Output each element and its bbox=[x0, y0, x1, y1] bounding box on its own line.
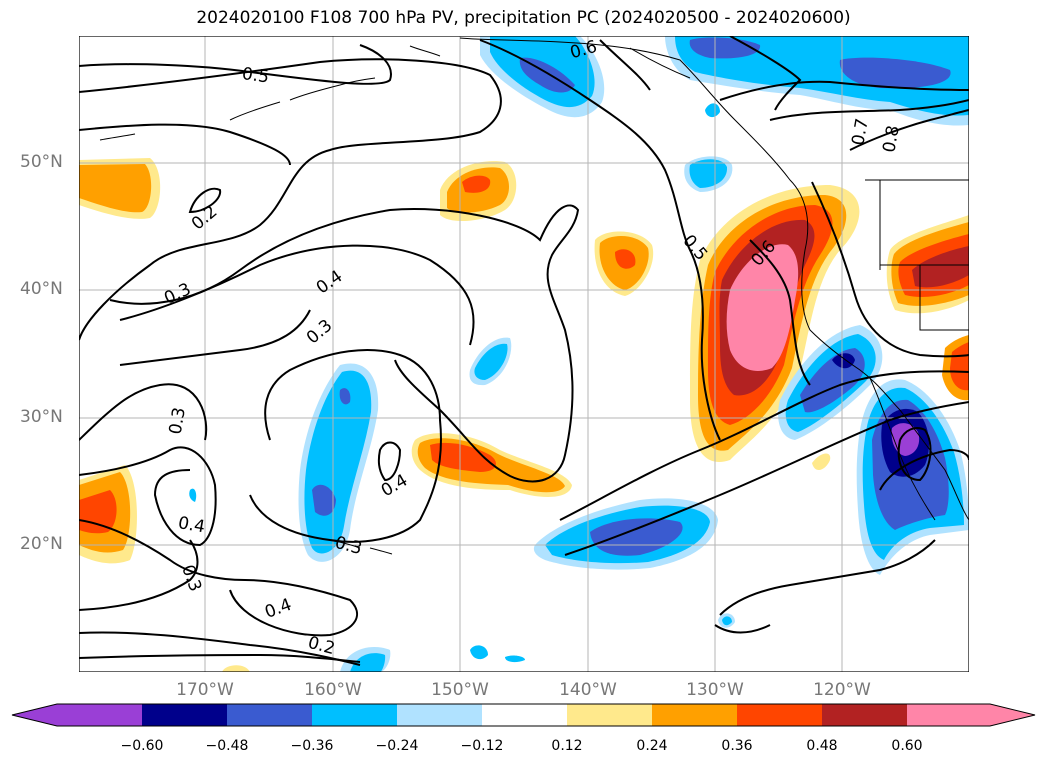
contour-label: 0.8 bbox=[879, 124, 903, 154]
lon-label: 150°W bbox=[431, 680, 489, 700]
colorbar-tick: −0.36 bbox=[290, 738, 334, 754]
colorbar-swatch bbox=[12, 704, 142, 726]
gridlines bbox=[79, 36, 969, 672]
lat-label: 30°N bbox=[20, 407, 63, 427]
colorbar-swatch bbox=[737, 704, 822, 726]
colorbar-swatch bbox=[482, 704, 567, 726]
contour-label: 0.4 bbox=[176, 513, 206, 537]
colorbar-swatch bbox=[907, 704, 1035, 726]
lon-label: 170°W bbox=[176, 680, 234, 700]
colorbar-tick: 0.24 bbox=[636, 738, 668, 754]
lon-label: 130°W bbox=[686, 680, 744, 700]
lon-label: 120°W bbox=[813, 680, 871, 700]
colorbar-tick: −0.12 bbox=[460, 738, 504, 754]
colorbar-tick: 0.36 bbox=[721, 738, 753, 754]
colorbar-tick: 0.60 bbox=[891, 738, 923, 754]
lat-label: 40°N bbox=[20, 279, 63, 299]
lon-label: 160°W bbox=[304, 680, 362, 700]
pv-contours bbox=[79, 36, 969, 666]
colorbar-swatch bbox=[822, 704, 907, 726]
colorbar-tick: 0.48 bbox=[806, 738, 838, 754]
colorbar-swatch bbox=[567, 704, 652, 726]
contour-label: 0.7 bbox=[848, 117, 872, 147]
colorbar-tick: 0.12 bbox=[551, 738, 583, 754]
colorbar-swatch bbox=[312, 704, 397, 726]
lat-label: 20°N bbox=[20, 534, 63, 554]
contour-label: 0.3 bbox=[166, 406, 190, 436]
colorbar-swatch bbox=[227, 704, 312, 726]
colorbar-swatch bbox=[397, 704, 482, 726]
colorbar-tick: −0.24 bbox=[375, 738, 419, 754]
colorbar-swatch bbox=[142, 704, 227, 726]
coastlines bbox=[99, 37, 969, 555]
lat-label: 50°N bbox=[20, 152, 63, 172]
lon-label: 140°W bbox=[559, 680, 617, 700]
colorbar-tick: −0.48 bbox=[205, 738, 249, 754]
colorbar bbox=[11, 703, 1036, 727]
colorbar-tick: −0.60 bbox=[120, 738, 164, 754]
colorbar-swatch bbox=[652, 704, 737, 726]
contour-label: 0.5 bbox=[241, 64, 271, 88]
map-title: 2024020100 F108 700 hPa PV, precipitatio… bbox=[196, 8, 851, 28]
